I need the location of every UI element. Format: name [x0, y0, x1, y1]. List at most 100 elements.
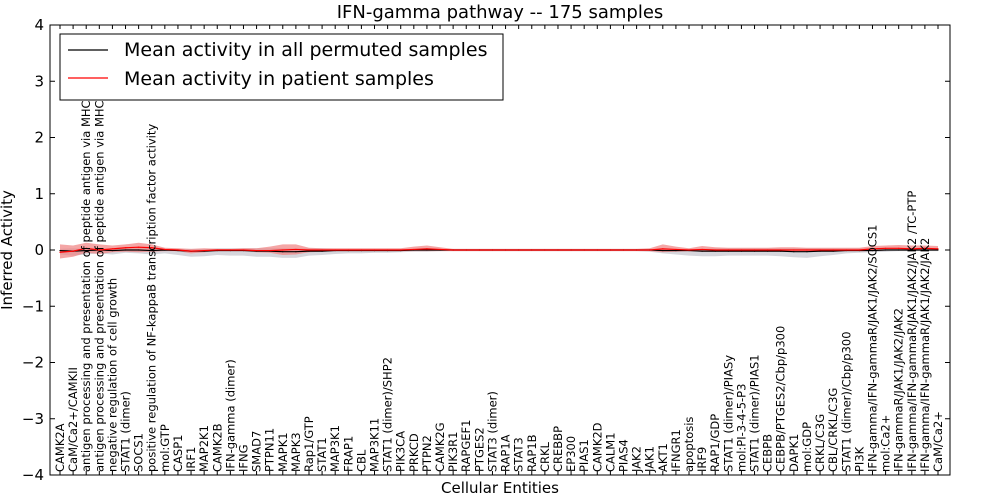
x-tick-label: PTGES2 — [472, 427, 486, 472]
data-point-patient — [819, 249, 821, 251]
legend-box — [59, 33, 504, 101]
x-tick-label: SMAD7 — [250, 431, 264, 472]
x-tick-label: IFN-gamma/IFN-gammaR/JAK1/JAK2/JAK2 — [918, 238, 932, 472]
x-tick-label: MAP3K11 — [368, 418, 382, 472]
x-tick-label: CRKL — [538, 441, 552, 472]
x-tick-label: STAT1 (dimer)/Cbp/p300 — [839, 331, 853, 472]
data-point-patient — [609, 249, 611, 251]
data-point-patient — [151, 247, 153, 249]
x-tick-label: STAT3 — [512, 437, 526, 472]
x-tick-label: mol:GDP — [800, 422, 814, 472]
x-tick-label: MAP3K1 — [328, 425, 342, 472]
data-point-patient — [780, 249, 782, 251]
y-tick-label: 4 — [34, 16, 44, 34]
x-tick-label: PIAS4 — [616, 439, 630, 472]
y-tick-label: 2 — [34, 129, 44, 147]
data-point-permuted — [124, 249, 127, 251]
data-point-patient — [242, 249, 245, 251]
x-tick-label: PIK3R1 — [446, 432, 460, 473]
data-point-patient — [229, 249, 231, 251]
data-point-patient — [714, 249, 716, 251]
data-point-patient — [845, 249, 847, 251]
x-tick-label: STAT1 (dimer)/PIASy — [721, 355, 735, 472]
data-point-permuted — [727, 250, 729, 252]
data-point-patient — [255, 249, 258, 252]
data-point-permuted — [767, 250, 769, 252]
x-tick-label: IFN-gamma (dimer) — [223, 359, 237, 472]
data-point-patient — [583, 249, 585, 251]
x-tick-label: PIAS1 — [577, 439, 591, 472]
data-point-permuted — [806, 251, 808, 253]
data-point-patient — [269, 249, 271, 252]
data-point-patient — [911, 248, 913, 250]
y-tick-label: −2 — [22, 354, 44, 372]
x-tick-label: PIK3CA — [394, 431, 408, 472]
data-point-patient — [190, 250, 192, 252]
x-tick-label: mol:GTP — [158, 424, 172, 472]
x-tick-label: CEBPB — [761, 434, 775, 472]
data-point-patient — [491, 249, 494, 251]
data-point-patient — [124, 247, 127, 249]
x-tick-label: STAT1 (dimer)/PIAS1 — [748, 354, 762, 472]
x-tick-label: STAT1 (dimer) — [119, 391, 133, 472]
data-point-patient — [282, 249, 284, 251]
x-tick-label: antigen processing and presentation of p… — [79, 61, 93, 472]
legend: Mean activity in all permuted samples Me… — [59, 33, 504, 101]
x-tick-label: IFN-gamma/IFN-gammaR/JAK1/JAK2/SOCS1 — [865, 225, 879, 472]
y-tick-label: −1 — [22, 297, 44, 315]
data-point-patient — [649, 249, 651, 251]
data-point-patient — [478, 249, 480, 251]
x-tick-label: IRF9 — [695, 447, 709, 472]
x-tick-label: Rap1/GTP — [302, 416, 316, 472]
data-point-patient — [400, 249, 402, 251]
x-tick-label: CREBBP — [551, 426, 565, 472]
data-point-permuted — [780, 250, 782, 252]
x-tick-label: MAP2K1 — [197, 425, 211, 472]
x-tick-label: MAPK3 — [289, 432, 303, 472]
y-tick-label: 0 — [34, 241, 44, 259]
data-point-patient — [924, 247, 926, 249]
data-point-patient — [740, 249, 743, 251]
x-tick-label: CRKL/C3G — [813, 414, 827, 472]
x-tick-label: MAPK1 — [276, 432, 290, 472]
y-tick-label: −3 — [22, 410, 44, 428]
data-point-permuted — [675, 249, 677, 252]
x-tick-label: RAP1A — [499, 434, 513, 472]
x-tick-label: mol:Ca2+ — [879, 415, 893, 472]
legend-label-patient: Mean activity in patient samples — [124, 68, 434, 90]
data-point-patient — [373, 249, 376, 251]
plot-area: CAMK2A CaM/Ca2+/CAMKII antigen processing … — [53, 58, 945, 473]
x-tick-label: mol:PI-3-4-5-P3 — [734, 384, 748, 472]
data-point-patient — [164, 248, 166, 251]
chart-title: IFN-gamma pathway -- 175 samples — [337, 2, 664, 23]
x-tick-label: AKT1 — [656, 443, 670, 472]
y-tick-label: 3 — [34, 72, 44, 90]
data-point-patient — [138, 246, 140, 248]
x-tick-label: positive regulation of NF-kappaB transcr… — [145, 124, 159, 472]
x-tick-label: PTPN11 — [263, 428, 277, 472]
data-point-patient — [387, 249, 389, 251]
x-tick-label: IFNGR1 — [669, 429, 683, 472]
x-axis-title: Cellular Entities — [441, 479, 559, 497]
data-point-permuted — [819, 250, 821, 252]
data-point-patient — [111, 248, 114, 250]
x-tick-label: JAK2 — [630, 446, 644, 473]
x-tick-label: STAT1 — [315, 437, 329, 472]
data-point-permuted — [898, 249, 900, 251]
x-tick-label: CEBPB/PTGES2/Cbp/p300 — [774, 326, 788, 472]
series-line-patient — [59, 246, 939, 253]
x-tick-label: IFN-gammaR/JAK1/JAK2/JAK2 — [892, 308, 906, 472]
data-point-patient — [426, 248, 428, 250]
data-point-permuted — [753, 250, 756, 252]
data-point-patient — [465, 249, 467, 251]
data-point-patient — [334, 249, 336, 251]
x-tick-label: EP300 — [564, 436, 578, 472]
data-point-permuted — [111, 249, 114, 252]
data-point-patient — [59, 251, 61, 253]
data-point-patient — [701, 248, 703, 251]
data-point-patient — [452, 249, 454, 251]
data-point-patient — [360, 249, 363, 251]
data-point-permuted — [59, 249, 61, 252]
data-point-patient — [321, 249, 323, 251]
data-point-patient — [767, 249, 769, 251]
